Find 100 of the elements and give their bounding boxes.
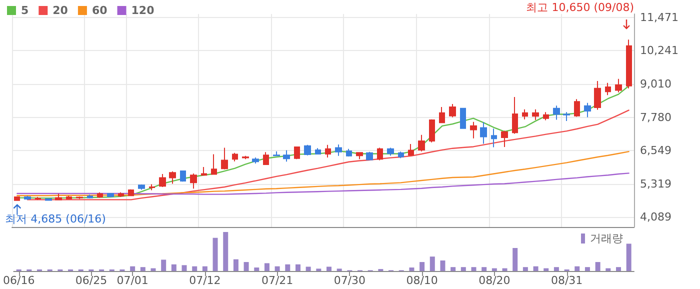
candlestick <box>480 122 487 144</box>
legend-label: 거래량 <box>590 232 623 245</box>
legend-label: 60 <box>92 4 108 17</box>
bar <box>212 238 218 271</box>
bar <box>295 264 300 271</box>
candlestick <box>315 148 321 156</box>
candlestick <box>97 192 103 198</box>
candlestick <box>283 150 290 162</box>
candlestick <box>263 152 269 166</box>
candlestick <box>574 98 580 118</box>
candlestick <box>35 196 41 200</box>
y-tick-label: 6,549 <box>640 144 672 158</box>
legend-label: 20 <box>52 4 68 17</box>
x-tick-label: 07/01 <box>116 274 148 287</box>
candlestick <box>543 112 549 121</box>
candlestick <box>439 106 445 124</box>
candlestick <box>605 82 611 96</box>
candlestick <box>242 155 249 160</box>
x-tick-label: 06/25 <box>75 274 108 287</box>
bar <box>420 262 425 271</box>
bar <box>326 266 332 271</box>
bar <box>460 267 466 271</box>
x-tick-label: 08/31 <box>550 274 583 287</box>
bar <box>544 268 549 271</box>
candlestick <box>470 121 477 139</box>
bar <box>450 267 456 271</box>
candlestick <box>180 170 186 182</box>
bar <box>606 268 611 271</box>
candlestick <box>24 195 31 200</box>
bar <box>161 260 166 271</box>
bar <box>533 266 538 271</box>
candlestick <box>449 104 456 118</box>
bar <box>502 268 508 271</box>
candlestick <box>159 174 166 188</box>
y-tick-label: 9,010 <box>640 78 672 91</box>
bar <box>492 268 497 271</box>
x-tick-label: 08/20 <box>478 274 510 287</box>
bar <box>522 267 528 271</box>
bar <box>223 232 228 271</box>
candlestick <box>252 157 259 164</box>
candlestick <box>584 102 591 118</box>
candlestick <box>418 134 425 152</box>
candlestick <box>615 78 622 93</box>
candlestick <box>87 194 93 199</box>
candlestick <box>377 147 383 161</box>
candlestick <box>460 108 466 129</box>
bar <box>584 267 590 271</box>
bar <box>254 267 260 271</box>
bar <box>471 267 476 271</box>
candlestick <box>232 152 238 162</box>
candlestick <box>594 80 601 110</box>
candlestick <box>304 144 311 156</box>
line-series <box>16 150 630 196</box>
y-tick-label: 4,089 <box>640 210 672 224</box>
candlestick <box>128 188 134 197</box>
candlestick <box>387 147 394 156</box>
bar <box>409 267 414 271</box>
annotation: 최저 4,685 (06/16) <box>5 212 106 226</box>
candlestick <box>429 118 435 143</box>
bar <box>440 260 446 271</box>
candlestick <box>335 144 342 156</box>
bar <box>171 264 176 271</box>
y-tick-label: 7,780 <box>640 110 672 124</box>
bar <box>233 259 238 271</box>
bar <box>554 267 559 271</box>
candlestick <box>626 39 632 89</box>
candlestick <box>138 184 145 190</box>
y-tick-label: 5,319 <box>640 177 672 190</box>
candlestick <box>532 108 539 120</box>
candlestick <box>107 192 114 198</box>
bar <box>306 266 311 271</box>
bar <box>626 244 632 271</box>
x-tick-label: 06/16 <box>2 274 35 287</box>
bar <box>595 262 600 271</box>
x-tick-label: 08/10 <box>406 274 438 287</box>
candlestick <box>45 198 52 202</box>
bar <box>192 266 198 271</box>
x-tick-label: 07/12 <box>189 274 221 287</box>
candlestick <box>118 192 124 198</box>
candlestick <box>366 151 373 160</box>
candlestick <box>55 193 62 201</box>
candlestick <box>563 112 570 122</box>
candlestick <box>201 166 207 176</box>
candlestick <box>190 172 197 190</box>
candlestick <box>169 170 176 184</box>
x-tick-label: 07/30 <box>334 274 366 287</box>
bar <box>130 266 136 271</box>
bar <box>285 264 290 271</box>
candlestick <box>221 147 228 170</box>
candlestick <box>294 146 300 160</box>
bar <box>482 267 487 271</box>
candlestick <box>501 130 508 148</box>
line-series <box>16 172 630 195</box>
x-tick-label: 07/21 <box>261 274 294 287</box>
candlestick <box>522 108 528 120</box>
bar <box>512 248 518 271</box>
candlestick <box>356 152 363 160</box>
candlestick <box>491 128 497 148</box>
candlestick <box>149 184 155 191</box>
candlestick <box>553 105 560 120</box>
